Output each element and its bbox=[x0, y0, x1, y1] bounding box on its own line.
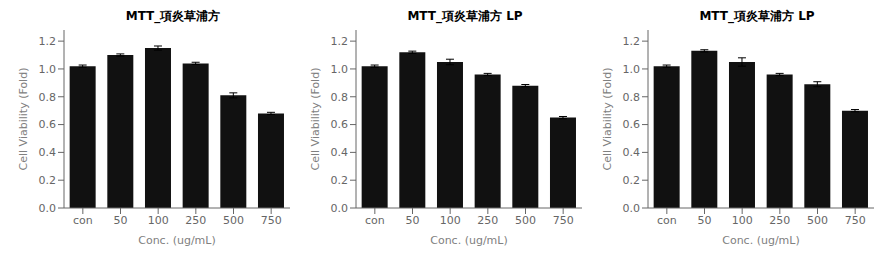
svg-text:0.4: 0.4 bbox=[39, 146, 57, 159]
svg-text:100: 100 bbox=[148, 214, 169, 227]
svg-text:100: 100 bbox=[440, 214, 461, 227]
svg-text:250: 250 bbox=[477, 214, 498, 227]
svg-text:0.2: 0.2 bbox=[623, 174, 641, 187]
svg-text:500: 500 bbox=[807, 214, 828, 227]
svg-text:0.8: 0.8 bbox=[39, 91, 57, 104]
svg-text:500: 500 bbox=[515, 214, 536, 227]
svg-text:1.0: 1.0 bbox=[39, 63, 57, 76]
svg-text:0.2: 0.2 bbox=[331, 174, 349, 187]
svg-text:0.6: 0.6 bbox=[623, 118, 641, 131]
svg-text:50: 50 bbox=[406, 214, 420, 227]
svg-text:Cell Viability (Fold): Cell Viability (Fold) bbox=[17, 68, 30, 171]
svg-text:Conc. (ug/mL): Conc. (ug/mL) bbox=[430, 234, 508, 247]
svg-text:0.0: 0.0 bbox=[39, 202, 57, 215]
svg-text:1.0: 1.0 bbox=[331, 63, 349, 76]
svg-text:1.2: 1.2 bbox=[331, 35, 349, 48]
svg-text:Conc. (ug/mL): Conc. (ug/mL) bbox=[138, 234, 216, 247]
svg-text:con: con bbox=[73, 214, 93, 227]
svg-text:250: 250 bbox=[185, 214, 206, 227]
svg-text:Cell Viability (Fold): Cell Viability (Fold) bbox=[601, 68, 614, 171]
svg-text:con: con bbox=[657, 214, 677, 227]
svg-text:750: 750 bbox=[553, 214, 574, 227]
svg-text:250: 250 bbox=[769, 214, 790, 227]
svg-text:50: 50 bbox=[114, 214, 128, 227]
html-text:MTT_項炎草浦方 LP: MTT_項炎草浦方 LP bbox=[407, 9, 523, 23]
svg-text:0.0: 0.0 bbox=[331, 202, 349, 215]
svg-text:500: 500 bbox=[223, 214, 244, 227]
svg-text:0.6: 0.6 bbox=[331, 118, 349, 131]
svg-text:0.6: 0.6 bbox=[39, 118, 57, 131]
svg-text:750: 750 bbox=[261, 214, 282, 227]
svg-text:750: 750 bbox=[845, 214, 866, 227]
svg-text:1.2: 1.2 bbox=[39, 35, 57, 48]
svg-text:0.8: 0.8 bbox=[623, 91, 641, 104]
html-text:MTT_項炎草浦方: MTT_項炎草浦方 bbox=[125, 9, 221, 23]
svg-text:con: con bbox=[365, 214, 385, 227]
svg-text:0.8: 0.8 bbox=[331, 91, 349, 104]
svg-text:Cell Viability (Fold): Cell Viability (Fold) bbox=[309, 68, 322, 171]
svg-text:1.2: 1.2 bbox=[623, 35, 641, 48]
svg-text:0.2: 0.2 bbox=[39, 174, 57, 187]
svg-text:0.4: 0.4 bbox=[623, 146, 641, 159]
html-text:MTT_項炎草浦方 LP: MTT_項炎草浦方 LP bbox=[699, 9, 815, 23]
svg-text:0.0: 0.0 bbox=[623, 202, 641, 215]
svg-text:1.0: 1.0 bbox=[623, 63, 641, 76]
svg-text:Conc. (ug/mL): Conc. (ug/mL) bbox=[722, 234, 800, 247]
svg-text:100: 100 bbox=[732, 214, 753, 227]
svg-text:50: 50 bbox=[698, 214, 712, 227]
svg-text:0.4: 0.4 bbox=[331, 146, 349, 159]
